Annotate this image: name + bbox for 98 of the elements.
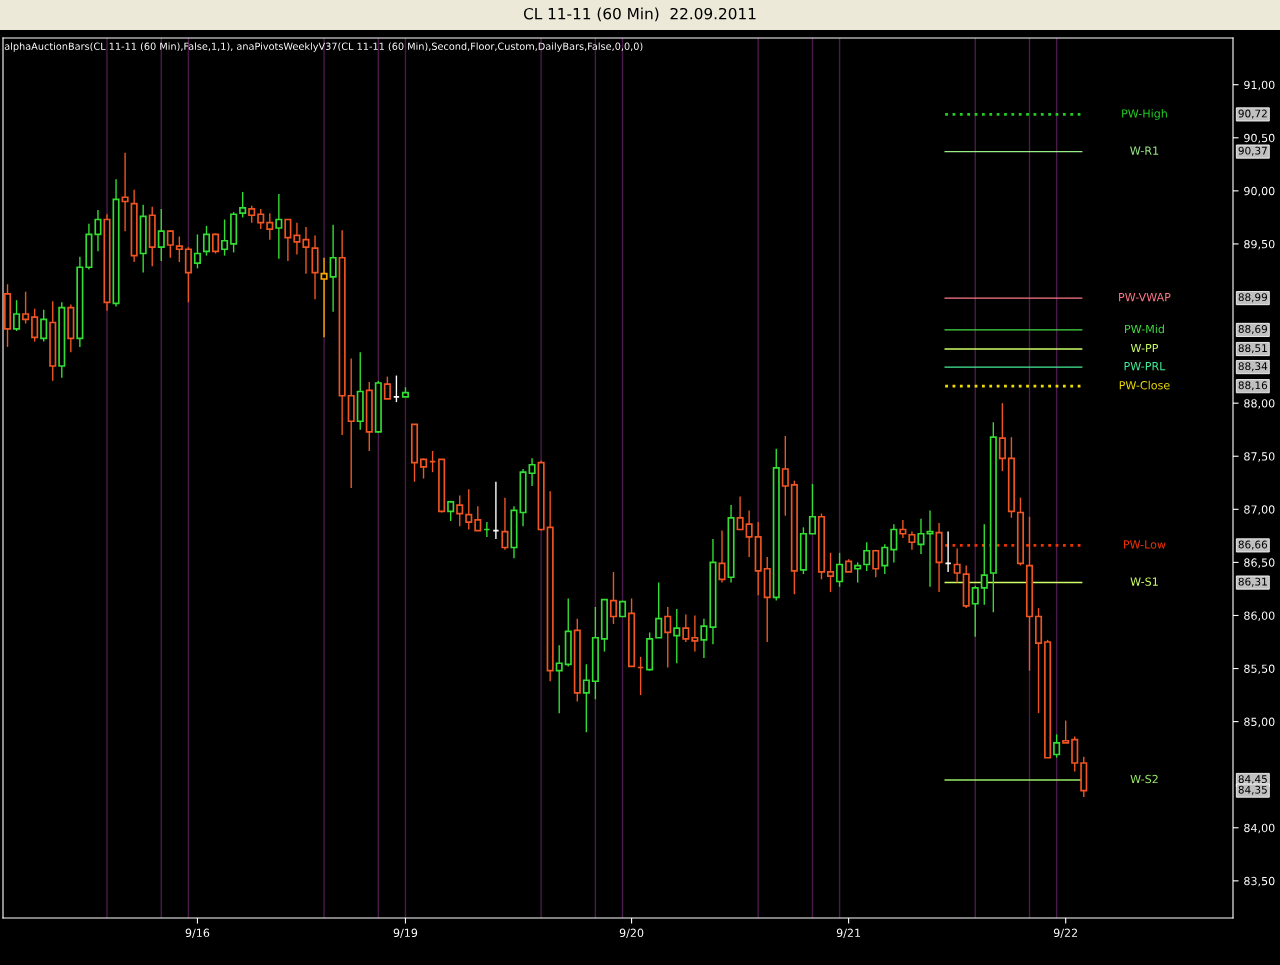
candlestick [1053, 733, 1061, 759]
ref-line-label: PW-High [1122, 109, 1167, 120]
x-tick-label: 9/21 [836, 928, 861, 938]
ref-line-label: PW-PRL [1124, 362, 1166, 371]
text: 88,51 [1238, 344, 1267, 354]
candlestick [1062, 719, 1070, 744]
candlestick [266, 212, 274, 241]
candlestick [221, 218, 229, 257]
y-tick-label: 85,00 [1244, 717, 1275, 728]
candlestick [908, 530, 916, 551]
candlestick [166, 229, 174, 259]
candlestick [275, 193, 283, 260]
candlestick [863, 541, 871, 572]
y-tick-label: 87,50 [1244, 452, 1275, 462]
x-tick-label: 9/20 [619, 928, 644, 938]
y-tick-label: 86,00 [1244, 611, 1275, 621]
candlestick [980, 523, 988, 606]
text: 88,16 [1238, 381, 1268, 391]
candlestick [239, 191, 247, 219]
candlestick [691, 614, 699, 653]
candlestick [383, 375, 391, 400]
candlestick [808, 483, 816, 535]
candlestick [781, 435, 789, 517]
candlestick [40, 309, 48, 343]
text: 90,72 [1238, 109, 1267, 119]
candlestick [872, 548, 880, 578]
candlestick [826, 552, 835, 593]
candlestick [184, 246, 192, 304]
candlestick [745, 509, 753, 558]
candlestick [899, 519, 907, 539]
candlestick [22, 291, 30, 325]
candlestick [257, 208, 265, 230]
candlestick [582, 663, 590, 733]
text: 88,69 [1238, 325, 1268, 334]
chart-subtitle: alphaAuctionBars(CL 11-11 (60 Min),False,1,1), anaPivotsWeeklyV37(CL 11-11 (60 Min),Second,Floor,Custom,DailyBars,False,0,0,0) [4, 42, 643, 52]
candlestick [320, 257, 328, 339]
y-tick-label: 91,00 [1244, 80, 1275, 91]
text: 84,35 [1238, 785, 1267, 795]
y-tick-label: 90,00 [1244, 186, 1275, 197]
x-tick-label: 9/19 [393, 928, 418, 938]
candlestick [854, 561, 862, 584]
candlestick [881, 543, 889, 575]
candlestick [193, 233, 201, 270]
text: 86,31 [1238, 577, 1267, 587]
candlestick [971, 585, 979, 638]
candlestick [998, 402, 1006, 472]
candlestick [329, 224, 337, 313]
candlestick [1071, 735, 1079, 773]
candlestick [121, 151, 129, 232]
candlestick [31, 307, 39, 343]
ref-line-label: W-PP [1130, 343, 1159, 353]
candlestick [555, 644, 563, 714]
text: 88,34 [1238, 362, 1268, 372]
y-tick-label: 86,50 [1244, 558, 1275, 568]
text: 90,37 [1238, 146, 1267, 156]
chart-title: CL 11-11 (60 Min) 22.09.2011 [523, 7, 756, 22]
candlestick [953, 547, 961, 584]
y-tick-label: 84,00 [1244, 823, 1275, 834]
text: 84,45 [1238, 775, 1267, 785]
candlestick [682, 613, 690, 643]
ref-line-label: W-S2 [1130, 774, 1158, 784]
candlestick [13, 299, 21, 332]
y-tick-label: 88,00 [1244, 399, 1275, 409]
candlestick [211, 232, 220, 255]
text: 88,99 [1238, 293, 1268, 303]
candlestick [664, 606, 672, 669]
candlestick [474, 505, 482, 532]
candlestick [700, 617, 708, 659]
candlestick [284, 218, 292, 262]
y-tick-label: 85,50 [1244, 664, 1275, 675]
candlestick [528, 457, 536, 487]
candlestick [456, 494, 464, 527]
text: 86,66 [1238, 540, 1268, 550]
candlestick [501, 496, 509, 551]
y-tick-label: 89,50 [1244, 239, 1275, 250]
ref-line-label: PW-Mid [1125, 324, 1164, 334]
candlestick [157, 208, 165, 262]
candlestick [175, 235, 183, 263]
candlestick [465, 488, 473, 531]
candlestick [655, 581, 663, 639]
candlestick [202, 225, 211, 257]
ref-line-label: PW-Low [1123, 540, 1166, 549]
x-tick-label: 9/22 [1053, 928, 1078, 938]
y-tick-label: 83,50 [1244, 876, 1275, 887]
candlestick [420, 457, 428, 480]
ref-line-label: W-R1 [1130, 146, 1159, 155]
y-tick-label: 90,50 [1244, 133, 1275, 144]
candlestick [736, 495, 744, 531]
ref-line-label: PW-Close [1119, 380, 1170, 390]
candlestick [890, 523, 898, 564]
y-tick-label: 87,00 [1244, 505, 1275, 515]
candlestick [673, 608, 681, 664]
candlestick [836, 552, 844, 588]
candlestick [609, 571, 618, 625]
ref-line-label: W-S1 [1130, 577, 1158, 586]
x-tick-label: 9/16 [185, 928, 210, 938]
candlestick [293, 222, 301, 256]
ref-line-label: PW-VWAP [1119, 293, 1171, 302]
